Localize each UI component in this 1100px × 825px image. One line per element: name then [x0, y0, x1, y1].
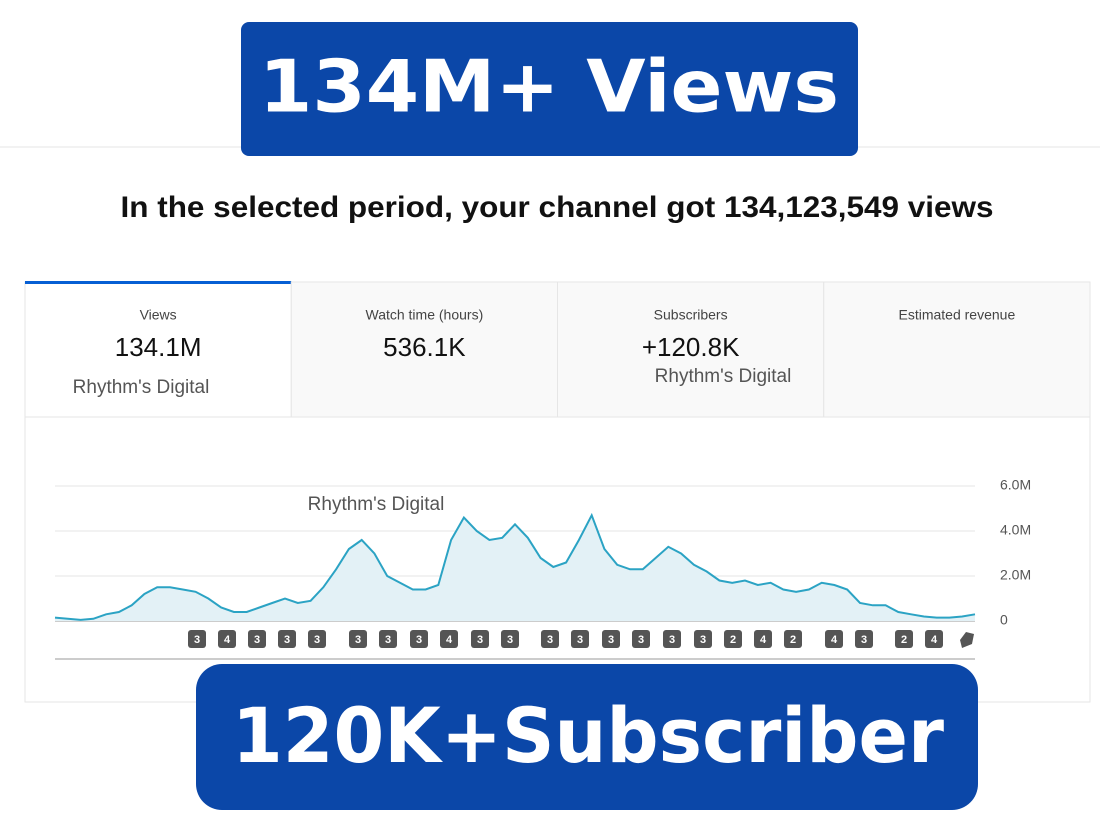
video-badge	[541, 630, 559, 648]
video-badge	[784, 630, 802, 648]
video-badge	[571, 630, 589, 648]
video-badge	[663, 630, 681, 648]
video-badge-count: 3	[284, 634, 290, 646]
video-badge	[379, 630, 397, 648]
video-badge	[218, 630, 236, 648]
video-badge-count: 4	[760, 634, 767, 646]
video-badge	[410, 630, 428, 648]
tab-label: Subscribers	[654, 307, 728, 323]
video-badge-count: 3	[638, 634, 644, 646]
watermark: Rhythm's Digital	[655, 366, 792, 387]
video-badge	[440, 630, 458, 648]
video-badge	[895, 630, 913, 648]
video-badge-count: 3	[194, 634, 200, 646]
headline: In the selected period, your channel got…	[121, 191, 994, 224]
tab	[557, 281, 825, 418]
video-badge-count: 4	[931, 634, 938, 646]
tab	[290, 281, 558, 418]
video-badge	[724, 630, 742, 648]
y-tick-label: 0	[1000, 612, 1008, 628]
bottom-banner	[196, 664, 978, 810]
tab	[823, 281, 1091, 418]
video-badge-count: 3	[700, 634, 706, 646]
video-badge-count: 3	[254, 634, 260, 646]
video-badge-count: 3	[507, 634, 513, 646]
tab	[24, 281, 292, 418]
tab-label: Views	[140, 307, 177, 323]
video-badge	[308, 630, 326, 648]
video-badge	[825, 630, 843, 648]
video-badge-count: 4	[224, 634, 231, 646]
video-badge	[694, 630, 712, 648]
video-badge-count: 4	[831, 634, 838, 646]
tab-label: Watch time (hours)	[366, 307, 484, 323]
tab-label: Estimated revenue	[899, 307, 1016, 323]
tabs: Views 134.1M Rhythm's Digital Watch time (h…	[24, 281, 1091, 418]
bottom-banner-text: 120K+Subscriber	[232, 691, 944, 780]
tab-value: 536.1K	[383, 332, 466, 362]
video-badge-count: 2	[901, 634, 907, 646]
y-tick-label: 6.0M	[1000, 477, 1031, 493]
video-badge-count: 3	[416, 634, 422, 646]
video-badge-count: 2	[730, 634, 736, 646]
chart: 0 2.0M 4.0M 6.0M Rhythm's Digital 3 4 3 3 3 3 3 3 4 3 3…	[54, 477, 1031, 660]
video-badge	[471, 630, 489, 648]
y-tick-label: 4.0M	[1000, 522, 1031, 538]
video-badge	[632, 630, 650, 648]
video-badge	[248, 630, 266, 648]
video-badge-count: 3	[385, 634, 391, 646]
tab-selected-indicator	[25, 281, 292, 284]
line	[54, 512, 976, 621]
video-badge-count: 4	[446, 634, 453, 646]
top-banner	[241, 22, 858, 156]
video-badge-count: 3	[547, 634, 553, 646]
watermark: Rhythm's Digital	[73, 377, 210, 398]
area	[55, 515, 975, 621]
chart-annotation: Rhythm's Digital	[308, 494, 445, 515]
video-badge-count: 3	[608, 634, 614, 646]
video-badge-count: 3	[477, 634, 483, 646]
video-badge	[501, 630, 519, 648]
video-badge	[855, 630, 873, 648]
video-badge	[188, 630, 206, 648]
top-banner-text: 134M+ Views	[259, 45, 839, 129]
video-badge-count: 2	[790, 634, 796, 646]
video-badge-count: 3	[669, 634, 675, 646]
video-badge-count: 3	[577, 634, 583, 646]
video-badge	[278, 630, 296, 648]
shorts-icon	[960, 632, 974, 648]
video-badge-count: 3	[355, 634, 361, 646]
video-badge	[602, 630, 620, 648]
video-badge	[754, 630, 772, 648]
video-badge-count: 3	[314, 634, 320, 646]
y-tick-label: 2.0M	[1000, 567, 1031, 583]
tab-value: 134.1M	[115, 332, 202, 362]
video-badge	[925, 630, 943, 648]
video-badge-count: 3	[861, 634, 867, 646]
video-badge	[349, 630, 367, 648]
tab-value: +120.8K	[642, 332, 740, 362]
